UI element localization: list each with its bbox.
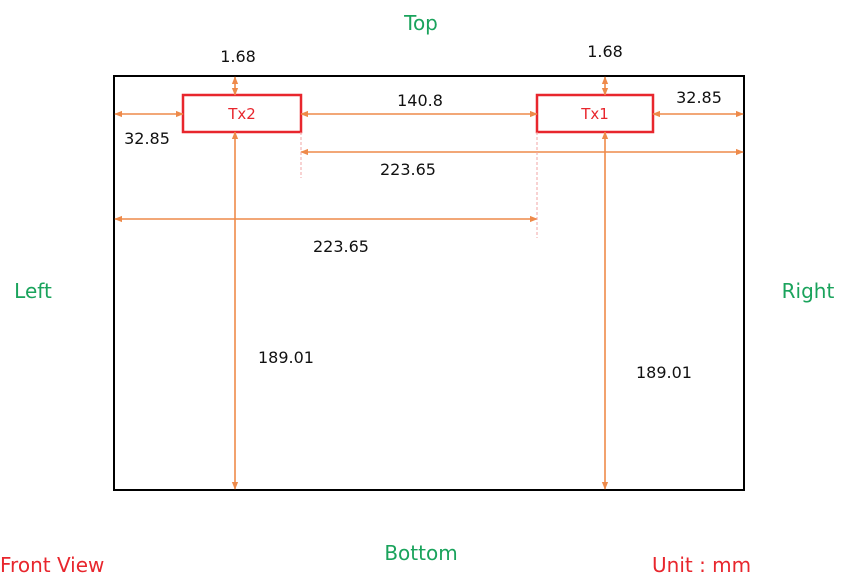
tx1-label: Tx1 — [580, 105, 609, 123]
dim-top-gap-tx1: 1.68 — [587, 42, 623, 61]
dim-tx2-to-right: 223.65 — [380, 160, 436, 179]
dim-left-gap: 32.85 — [124, 129, 170, 148]
label-right: Right — [782, 279, 835, 303]
dim-tx-spacing: 140.8 — [397, 91, 443, 110]
tx1-box — [535, 93, 655, 134]
tx2-label: Tx2 — [227, 105, 256, 123]
label-unit: Unit : mm — [652, 553, 751, 577]
label-bottom: Bottom — [384, 541, 457, 565]
label-front-view: Front View — [0, 553, 104, 577]
device-frame — [113, 75, 745, 491]
dim-left-to-tx1: 223.65 — [313, 237, 369, 256]
dim-right-gap: 32.85 — [676, 88, 722, 107]
dim-top-gap-tx2: 1.68 — [220, 47, 256, 66]
dim-tx2-to-bottom: 189.01 — [258, 348, 314, 367]
dim-tx1-to-bottom: 189.01 — [636, 363, 692, 382]
label-top: Top — [403, 11, 438, 35]
label-left: Left — [14, 279, 52, 303]
